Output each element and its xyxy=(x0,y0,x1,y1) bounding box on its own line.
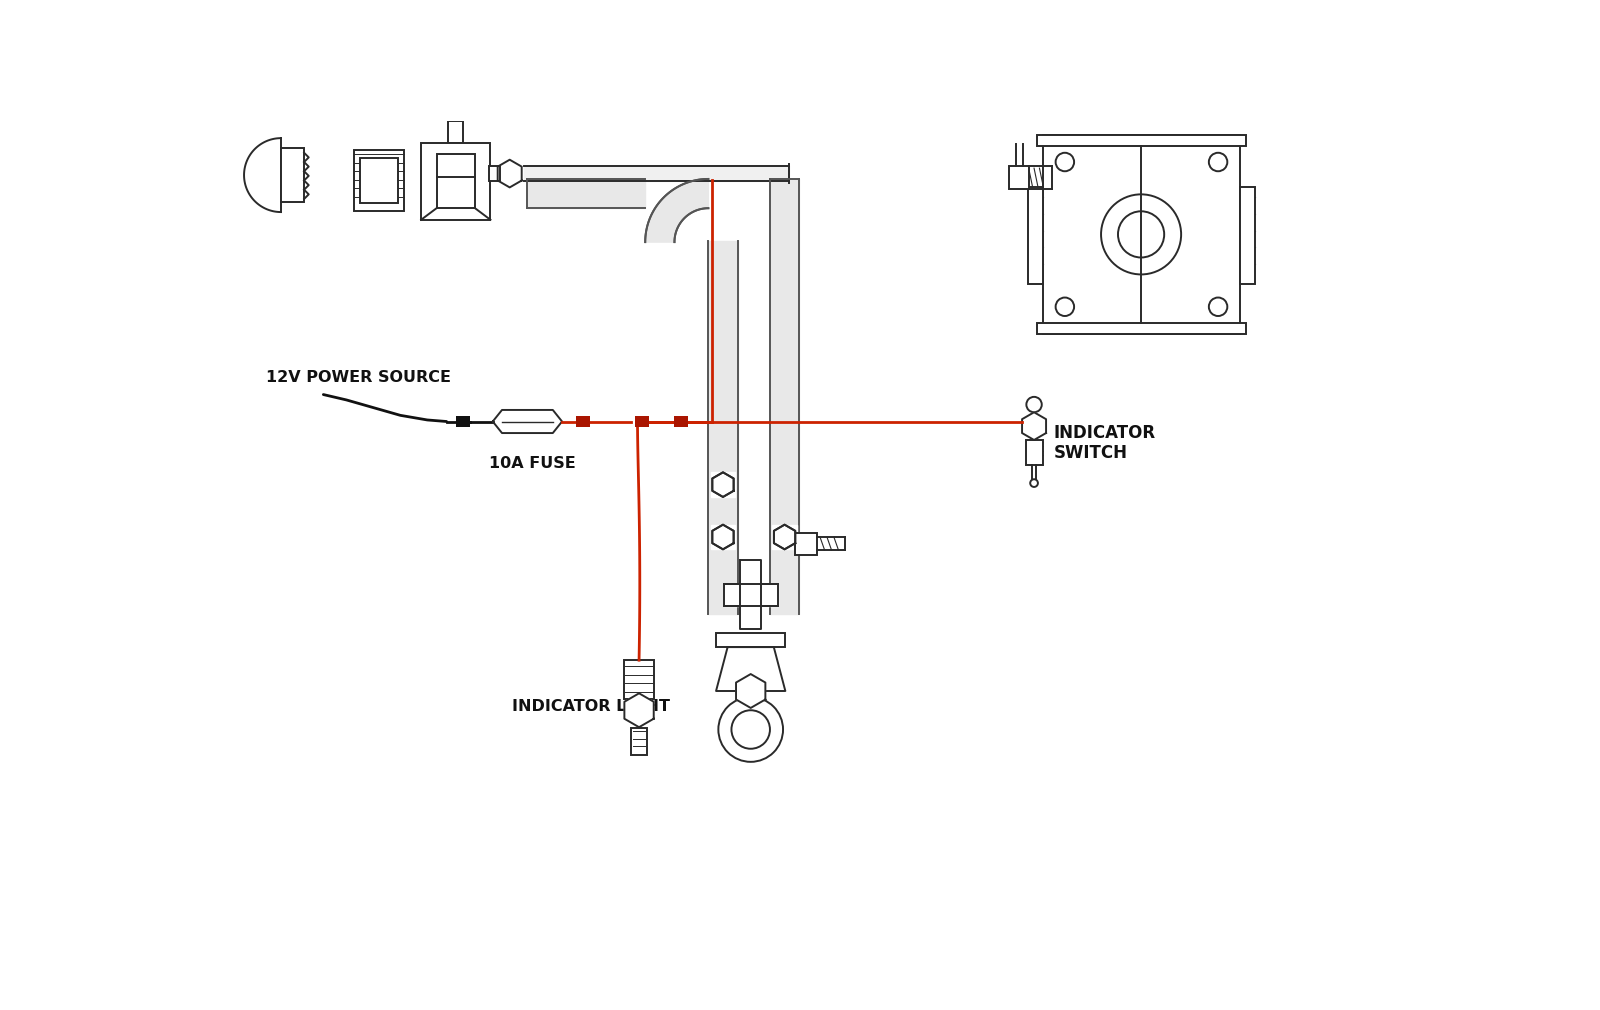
Polygon shape xyxy=(712,524,734,549)
Bar xyxy=(456,416,470,427)
Bar xyxy=(576,416,590,427)
Circle shape xyxy=(1101,194,1181,275)
Bar xyxy=(717,633,786,647)
Circle shape xyxy=(1118,211,1165,258)
Circle shape xyxy=(718,697,782,762)
Polygon shape xyxy=(774,524,795,549)
Polygon shape xyxy=(645,179,709,242)
Bar xyxy=(1010,166,1029,189)
Polygon shape xyxy=(717,647,786,691)
Circle shape xyxy=(731,710,770,748)
Bar xyxy=(1043,135,1240,333)
Bar xyxy=(635,416,650,427)
Bar xyxy=(795,533,818,554)
Text: 10A FUSE: 10A FUSE xyxy=(490,457,576,471)
Bar xyxy=(632,728,646,754)
Circle shape xyxy=(1026,397,1042,412)
Bar xyxy=(1027,188,1043,284)
Text: INDICATOR
SWITCH: INDICATOR SWITCH xyxy=(1053,423,1155,463)
Bar xyxy=(1037,135,1246,145)
Text: INDICATOR LIGHT: INDICATOR LIGHT xyxy=(512,699,670,714)
Bar xyxy=(1026,440,1043,465)
Polygon shape xyxy=(528,179,645,208)
Polygon shape xyxy=(739,561,762,629)
Polygon shape xyxy=(710,473,736,497)
Polygon shape xyxy=(712,524,734,549)
Circle shape xyxy=(1056,298,1074,316)
Bar xyxy=(282,148,304,202)
Polygon shape xyxy=(723,584,778,606)
Bar xyxy=(1240,188,1254,284)
Bar xyxy=(437,155,475,208)
Circle shape xyxy=(1030,480,1038,487)
Bar xyxy=(354,150,405,210)
Text: 12V POWER SOURCE: 12V POWER SOURCE xyxy=(266,370,451,385)
Circle shape xyxy=(1210,298,1227,316)
Polygon shape xyxy=(712,473,734,497)
Bar xyxy=(448,121,464,142)
Polygon shape xyxy=(624,693,654,727)
Polygon shape xyxy=(710,524,736,549)
Polygon shape xyxy=(773,524,797,549)
Polygon shape xyxy=(774,524,795,549)
Bar xyxy=(624,661,654,699)
Polygon shape xyxy=(736,674,765,708)
Circle shape xyxy=(1210,153,1227,172)
Bar xyxy=(1037,323,1246,333)
Bar xyxy=(674,416,688,427)
Bar xyxy=(421,142,491,220)
Circle shape xyxy=(1056,153,1074,172)
Bar xyxy=(490,166,501,181)
Polygon shape xyxy=(712,473,734,497)
Polygon shape xyxy=(1022,412,1046,440)
Bar xyxy=(360,159,398,203)
Polygon shape xyxy=(493,410,562,433)
Polygon shape xyxy=(498,160,522,188)
